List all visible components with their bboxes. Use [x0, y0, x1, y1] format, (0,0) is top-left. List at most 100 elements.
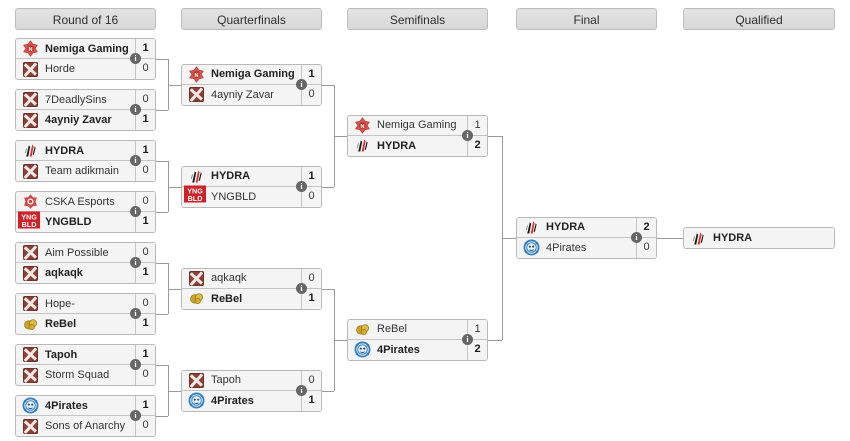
- team-row-bottom[interactable]: 4Pirates 0: [517, 237, 656, 258]
- nemiga-logo: N: [19, 40, 41, 58]
- match-sfm1[interactable]: N Nemiga Gaming 1 HYDRA 2: [347, 114, 488, 157]
- team-score: 0: [135, 90, 155, 109]
- team-row-bottom[interactable]: Storm Squad 0: [16, 365, 155, 385]
- team-score: 0: [301, 268, 321, 288]
- team-row-bottom[interactable]: Horde 0: [16, 59, 155, 79]
- rebel-logo: [185, 290, 207, 308]
- team-row-bottom[interactable]: 4Pirates 2: [348, 339, 487, 360]
- hydra-logo: [185, 167, 207, 185]
- round-header-r16: Round of 16: [15, 8, 156, 30]
- team-row-bottom[interactable]: YNG BLD YNGBLD 0: [182, 185, 321, 207]
- svg-text:N: N: [360, 124, 364, 130]
- match-info-icon[interactable]: i: [130, 257, 141, 268]
- qualified-team-name: HYDRA: [713, 232, 753, 244]
- dota-default-icon: [188, 87, 204, 102]
- match-info-icon[interactable]: i: [462, 129, 473, 141]
- match-qfm2[interactable]: HYDRA 1 YNG BLD YNGBLD 0: [181, 165, 322, 208]
- connector-line: [488, 135, 502, 137]
- match-info-icon[interactable]: i: [130, 155, 141, 166]
- yngbld-logo: YNG BLD: [17, 211, 41, 231]
- team-row-top[interactable]: HYDRA 1: [182, 166, 321, 187]
- svg-text:YNG: YNG: [21, 212, 37, 221]
- team-row-bottom[interactable]: YNG BLD YNGBLD 1: [16, 211, 155, 232]
- connector-line: [156, 110, 168, 111]
- connector-line: [156, 314, 168, 315]
- team-row-bottom[interactable]: ReBel 1: [16, 314, 155, 334]
- team-row-top[interactable]: 7DeadlySins 0: [16, 90, 155, 110]
- team-name: HYDRA: [377, 139, 417, 152]
- match-r16m5[interactable]: Aim Possible 0 aqkaqk 1: [15, 242, 156, 284]
- nemiga-logo: N: [185, 65, 207, 83]
- team-score: 1: [135, 345, 155, 364]
- team-score: 1: [301, 166, 321, 186]
- team-row-bottom[interactable]: Sons of Anarchy 0: [16, 416, 155, 436]
- match-info-icon[interactable]: i: [296, 180, 307, 192]
- team-row-top[interactable]: aqkaqk 0: [182, 268, 321, 289]
- svg-text:N: N: [194, 73, 198, 79]
- connector-line: [334, 339, 347, 341]
- team-row-top[interactable]: CSKA Esports 0: [16, 192, 155, 212]
- qualified-box[interactable]: HYDRA: [683, 227, 835, 249]
- connector-line: [502, 237, 516, 239]
- match-qfm1[interactable]: N Nemiga Gaming 1 4ayniy Zavar 0: [181, 63, 322, 106]
- match-info-icon[interactable]: i: [130, 308, 141, 319]
- team-row-bottom[interactable]: 4ayniy Zavar 0: [182, 84, 321, 105]
- team-name: Aim Possible: [45, 246, 109, 259]
- team-score: 1: [135, 110, 155, 130]
- team-row-bottom[interactable]: Team adikmain 0: [16, 161, 155, 181]
- match-info-icon[interactable]: i: [130, 53, 141, 64]
- connector-line: [156, 212, 168, 213]
- match-info-icon[interactable]: i: [130, 104, 141, 115]
- team-row-top[interactable]: N Nemiga Gaming 1: [348, 115, 487, 136]
- dota-default-icon: [188, 372, 204, 388]
- rebel-icon: [354, 321, 371, 338]
- team-row-bottom[interactable]: HYDRA 2: [348, 135, 487, 156]
- cska-icon: [22, 193, 39, 210]
- team-score: 1: [135, 39, 155, 58]
- connector-line: [168, 186, 181, 188]
- team-row-top[interactable]: HYDRA 2: [517, 217, 656, 238]
- team-score: 0: [636, 237, 656, 258]
- team-name: Hope-: [45, 297, 75, 310]
- nemiga-icon: N: [188, 65, 205, 83]
- team-row-bottom[interactable]: 4ayniy Zavar 1: [16, 110, 155, 130]
- match-fm1[interactable]: HYDRA 2 4Pirates 0: [516, 216, 657, 259]
- hydra-logo: [687, 229, 709, 247]
- match-r16m4[interactable]: CSKA Esports 0 YNG BLD YNGBLD 1: [15, 191, 156, 233]
- team-score: 0: [301, 370, 321, 390]
- team-row-top[interactable]: N Nemiga Gaming 1: [16, 39, 155, 59]
- team-row-top[interactable]: 4Pirates 1: [16, 396, 155, 416]
- team-score: 2: [467, 135, 487, 156]
- match-info-icon[interactable]: i: [296, 78, 307, 90]
- match-sfm2[interactable]: ReBel 1 4Pirates 2: [347, 318, 488, 361]
- match-info-icon[interactable]: i: [130, 359, 141, 370]
- connector-line: [168, 288, 181, 290]
- match-info-icon[interactable]: i: [130, 410, 141, 421]
- pirates-icon: [523, 239, 540, 256]
- match-info-icon[interactable]: i: [130, 206, 141, 217]
- match-r16m1[interactable]: N Nemiga Gaming 1 Horde 0: [15, 38, 156, 80]
- team-row-top[interactable]: HYDRA 1: [16, 141, 155, 161]
- match-info-icon[interactable]: i: [631, 231, 642, 243]
- connector-line: [156, 416, 168, 417]
- team-row-bottom[interactable]: aqkaqk 1: [16, 263, 155, 283]
- team-name: Horde: [45, 63, 75, 75]
- match-info-icon[interactable]: i: [296, 384, 307, 396]
- match-info-icon[interactable]: i: [462, 333, 473, 345]
- pirates-logo: [351, 341, 373, 359]
- dota-default-logo: [19, 366, 41, 384]
- match-r16m8[interactable]: 4Pirates 1 Sons of Anarchy 0: [15, 395, 156, 437]
- team-row-top[interactable]: Aim Possible 0: [16, 243, 155, 263]
- dota-default-icon: [22, 163, 38, 179]
- team-row-bottom[interactable]: 4Pirates 1: [182, 390, 321, 411]
- team-row-top[interactable]: Hope- 0: [16, 294, 155, 314]
- team-row-bottom[interactable]: ReBel 1: [182, 288, 321, 309]
- team-row-top[interactable]: N Nemiga Gaming 1: [182, 64, 321, 85]
- pirates-icon: [22, 397, 39, 414]
- team-row-top[interactable]: ReBel 1: [348, 319, 487, 340]
- yngbld-logo: YNG BLD: [183, 185, 207, 206]
- match-info-icon[interactable]: i: [296, 282, 307, 294]
- match-qfm3[interactable]: aqkaqk 0 ReBel 1: [181, 267, 322, 310]
- team-row-top[interactable]: Tapoh 1: [16, 345, 155, 365]
- team-row-top[interactable]: Tapoh 0: [182, 370, 321, 391]
